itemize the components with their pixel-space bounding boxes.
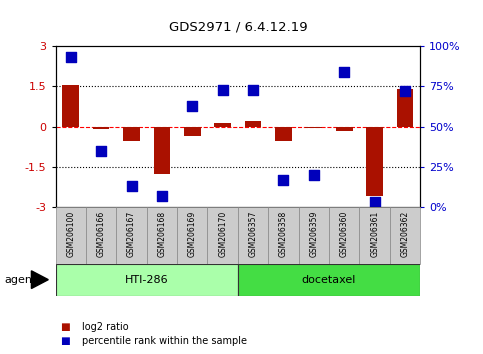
- Bar: [208, 207, 238, 264]
- Point: [67, 55, 74, 60]
- Text: percentile rank within the sample: percentile rank within the sample: [82, 336, 247, 346]
- Bar: [298, 207, 329, 264]
- Bar: [366, 127, 383, 196]
- Bar: [123, 127, 140, 141]
- Text: GSM206170: GSM206170: [218, 211, 227, 257]
- Bar: [214, 122, 231, 127]
- Bar: [62, 85, 79, 127]
- Text: GSM206168: GSM206168: [157, 211, 167, 257]
- Text: GSM206169: GSM206169: [188, 211, 197, 257]
- Text: GSM206357: GSM206357: [249, 211, 257, 257]
- Bar: [86, 207, 116, 264]
- Bar: [238, 207, 268, 264]
- Text: GDS2971 / 6.4.12.19: GDS2971 / 6.4.12.19: [169, 21, 307, 34]
- Text: GSM206358: GSM206358: [279, 211, 288, 257]
- Bar: [275, 127, 292, 141]
- Bar: [154, 127, 170, 173]
- Text: GSM206360: GSM206360: [340, 211, 349, 257]
- Point: [280, 177, 287, 183]
- Bar: [184, 127, 200, 136]
- Bar: [147, 207, 177, 264]
- Bar: [397, 89, 413, 127]
- Bar: [177, 207, 208, 264]
- Bar: [329, 207, 359, 264]
- Polygon shape: [31, 271, 48, 289]
- Text: GSM206359: GSM206359: [309, 211, 318, 257]
- Bar: [116, 207, 147, 264]
- Text: log2 ratio: log2 ratio: [82, 322, 129, 332]
- Text: ■: ■: [60, 322, 70, 332]
- Text: HTI-286: HTI-286: [125, 275, 169, 285]
- Bar: [245, 121, 261, 127]
- Text: ■: ■: [60, 336, 70, 346]
- Text: GSM206167: GSM206167: [127, 211, 136, 257]
- Text: docetaxel: docetaxel: [302, 275, 356, 285]
- Bar: [390, 207, 420, 264]
- Point: [371, 199, 379, 205]
- Point: [158, 193, 166, 199]
- Text: GSM206100: GSM206100: [66, 211, 75, 257]
- Point: [341, 69, 348, 75]
- Text: GSM206361: GSM206361: [370, 211, 379, 257]
- Point: [401, 88, 409, 94]
- Point: [219, 87, 227, 92]
- Bar: [359, 207, 390, 264]
- Point: [310, 172, 318, 178]
- Bar: [93, 127, 110, 129]
- Bar: [238, 264, 420, 296]
- Bar: [268, 207, 298, 264]
- Bar: [336, 127, 353, 131]
- Point: [128, 183, 135, 189]
- Bar: [56, 264, 238, 296]
- Bar: [305, 127, 322, 128]
- Text: GSM206362: GSM206362: [400, 211, 410, 257]
- Text: GSM206166: GSM206166: [97, 211, 106, 257]
- Bar: [56, 207, 86, 264]
- Point: [97, 148, 105, 154]
- Point: [249, 87, 257, 92]
- Point: [188, 103, 196, 108]
- Text: agent: agent: [5, 275, 37, 285]
